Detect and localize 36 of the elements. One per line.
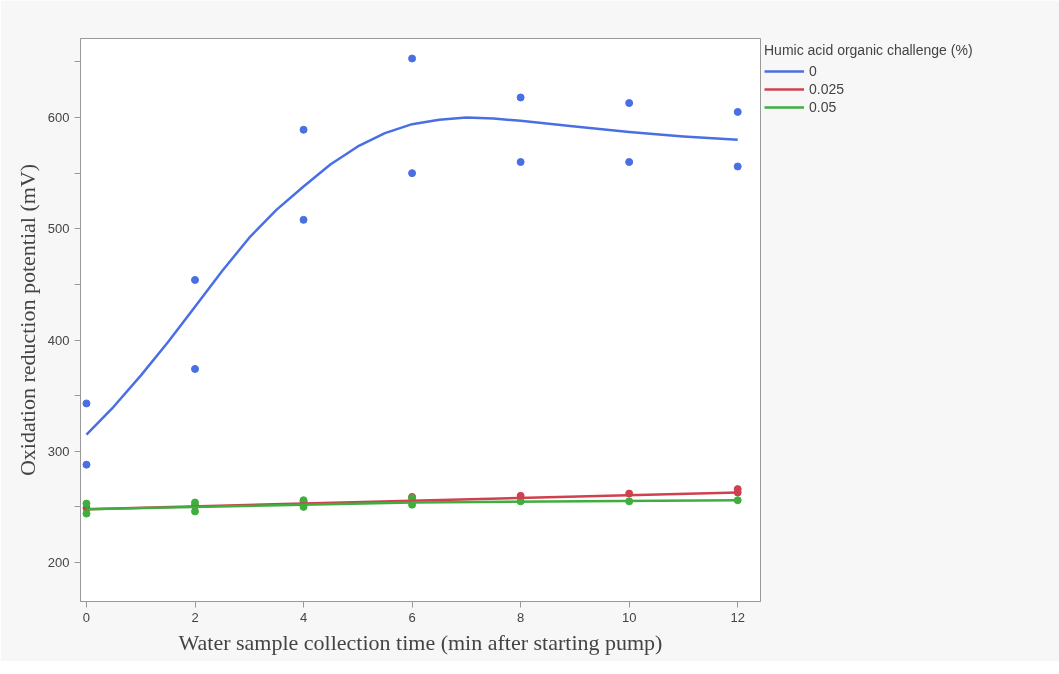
x-tick-label: 6 bbox=[408, 609, 416, 625]
point bbox=[516, 158, 525, 166]
point bbox=[299, 125, 308, 134]
x-tick-label: 8 bbox=[517, 609, 525, 625]
legend-label: 0 bbox=[809, 63, 818, 79]
y-tick-label: 400 bbox=[47, 332, 70, 348]
x-tick-label: 4 bbox=[299, 609, 308, 625]
point bbox=[516, 93, 525, 102]
x-tick-label: 10 bbox=[621, 609, 637, 625]
x-tick-label: 12 bbox=[730, 609, 745, 625]
line-series bbox=[85, 116, 739, 436]
point bbox=[191, 275, 200, 284]
point bbox=[82, 499, 91, 508]
y-tick-label: 600 bbox=[47, 110, 70, 125]
y-tick-label: 200 bbox=[47, 555, 70, 571]
point bbox=[299, 215, 308, 224]
y-axis-title: Oxidation reduction potential (mV) bbox=[14, 163, 40, 477]
point bbox=[82, 399, 91, 408]
point bbox=[733, 162, 742, 171]
point bbox=[625, 158, 634, 166]
legend-title: Humic acid organic challenge (%) bbox=[764, 42, 973, 58]
x-axis-title: Water sample collection time (min after starting pump) bbox=[178, 629, 663, 655]
x-tick-label: 2 bbox=[191, 609, 199, 625]
x-tick-label: 0 bbox=[82, 609, 91, 625]
point bbox=[625, 99, 634, 108]
y-tick-label: 300 bbox=[47, 443, 70, 459]
point bbox=[82, 509, 91, 518]
legend-label: 0.05 bbox=[809, 99, 837, 115]
legend-label: 0.025 bbox=[809, 81, 845, 97]
point bbox=[82, 460, 91, 469]
point bbox=[733, 107, 742, 116]
point bbox=[408, 169, 417, 178]
point bbox=[191, 507, 200, 516]
y-tick-label: 500 bbox=[47, 221, 70, 237]
point bbox=[191, 364, 200, 373]
point bbox=[408, 54, 417, 63]
